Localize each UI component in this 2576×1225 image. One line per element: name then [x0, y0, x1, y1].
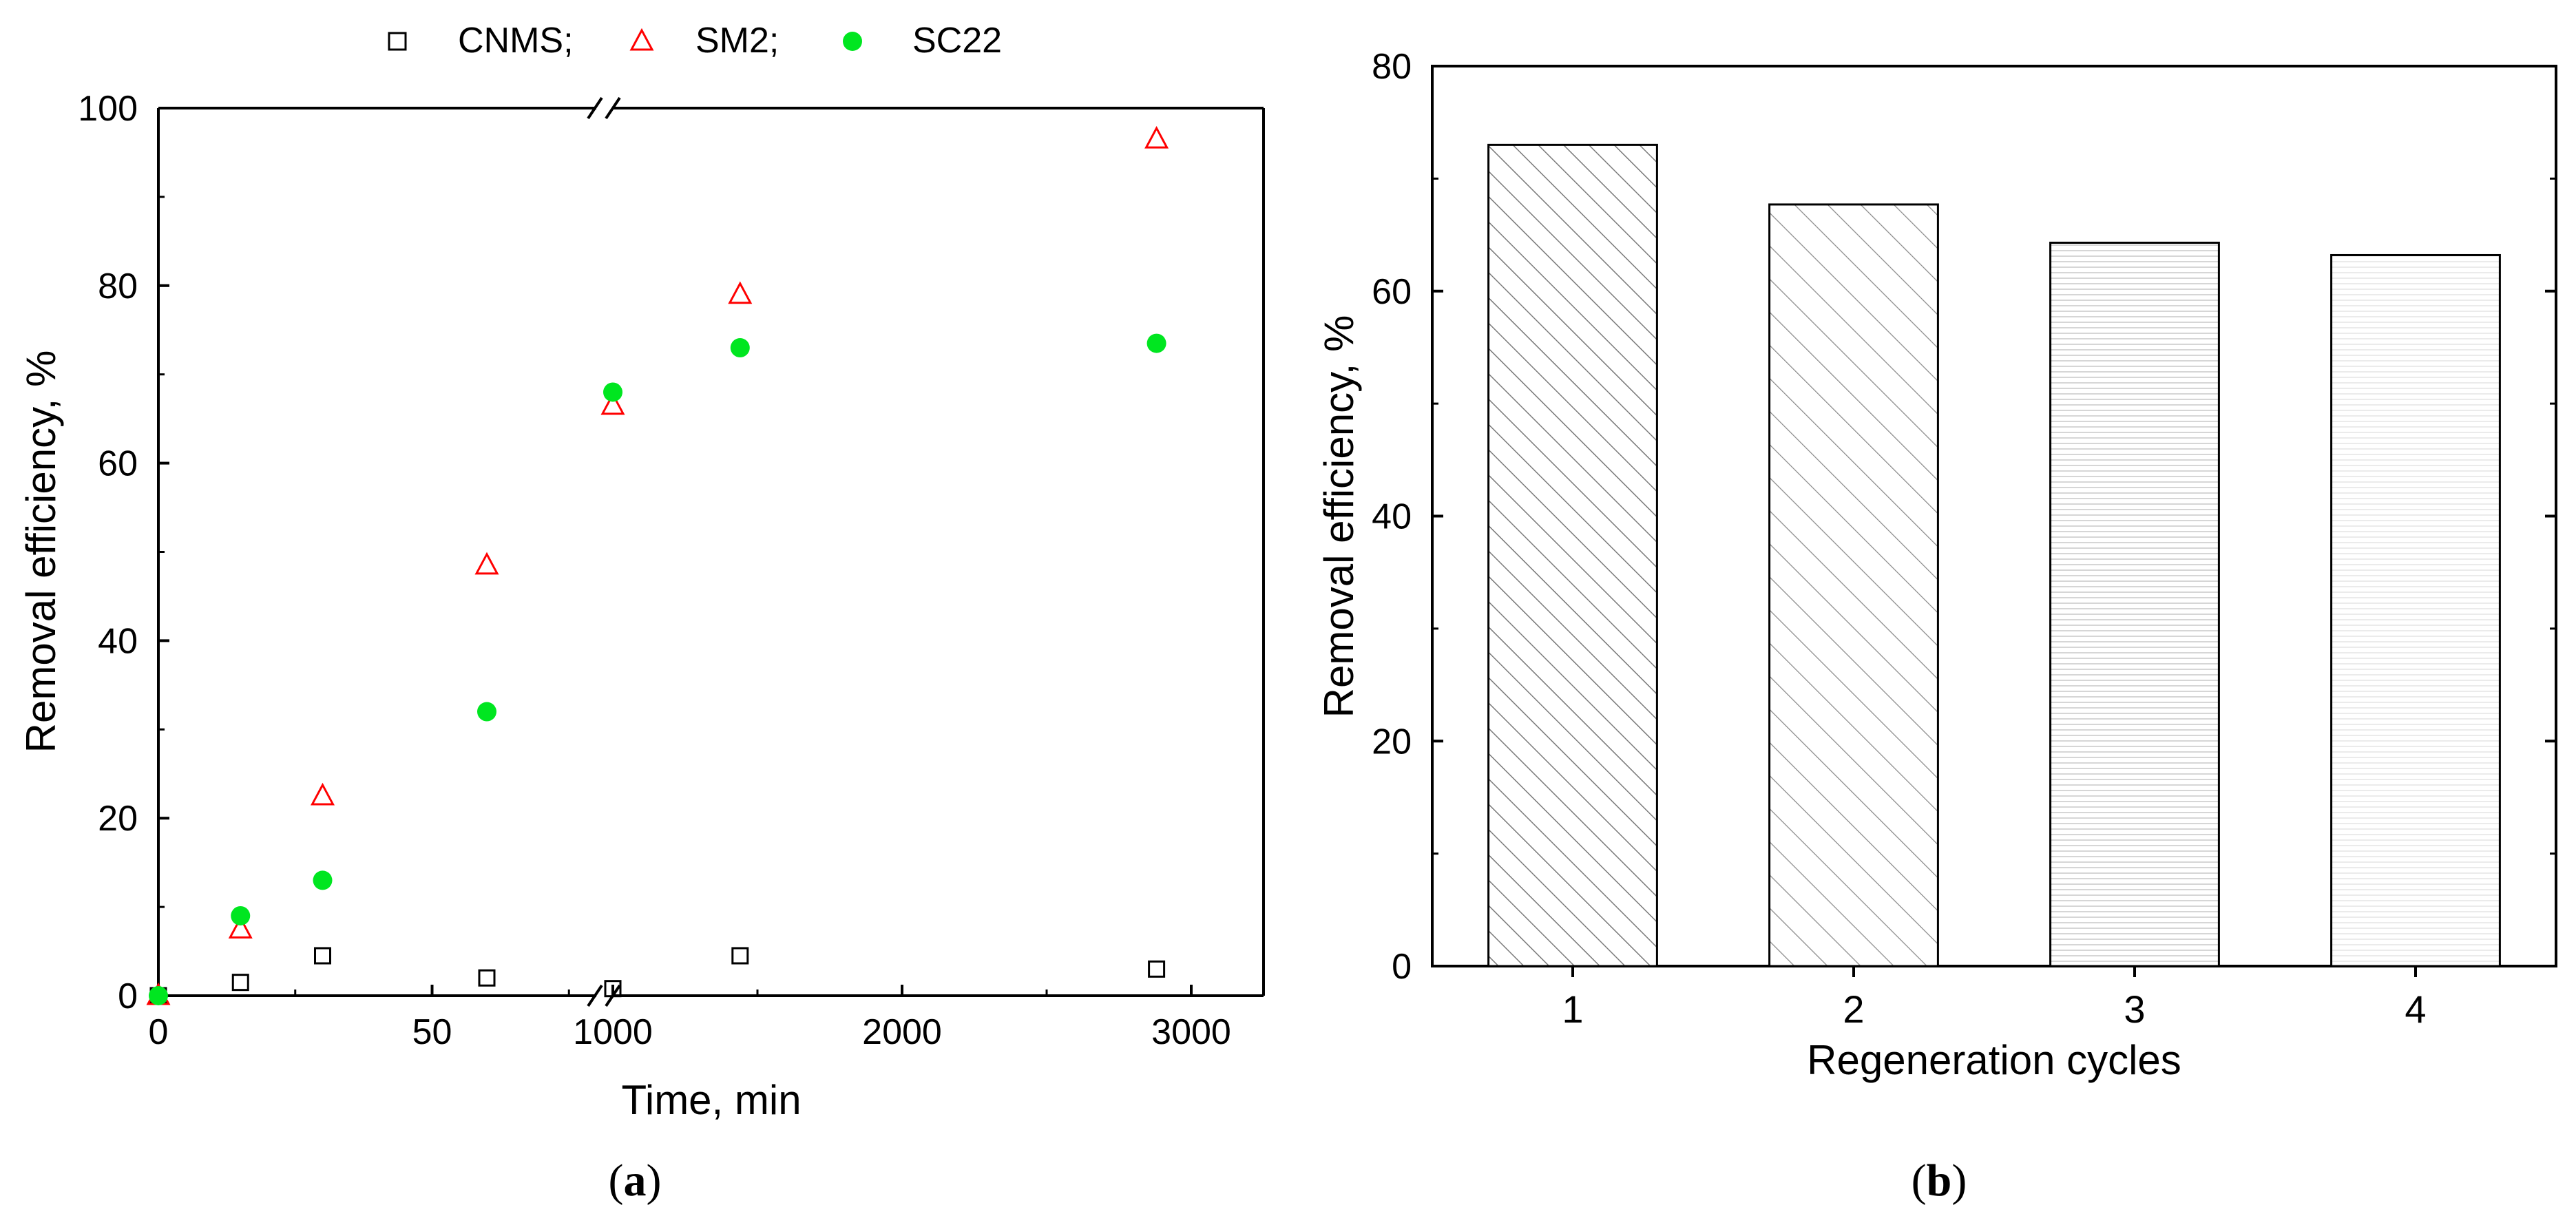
x-tick-label: 50	[412, 1012, 452, 1052]
x-tick-label: 3000	[1151, 1012, 1231, 1052]
y-tick-label: 40	[1372, 497, 1412, 537]
point-sm2	[310, 782, 335, 806]
y-tick-label: 80	[98, 266, 138, 306]
point-cnms	[314, 947, 331, 965]
legend-label-sc22: SC22	[912, 21, 1002, 61]
caption-b: (b)	[1912, 1155, 1967, 1206]
bar-cycle-1	[1487, 143, 1658, 967]
y-tick-label: 0	[118, 976, 138, 1016]
y-tick-label: 0	[1392, 947, 1412, 987]
legend-label-sm2: SM2;	[695, 21, 779, 61]
legend-marker-sm2	[629, 28, 654, 51]
y-axis-label: Removal efficiency, %	[1316, 315, 1362, 718]
bar-cycle-4	[2330, 253, 2501, 967]
point-sc22	[477, 702, 496, 722]
legend-marker-sc22	[843, 32, 862, 51]
point-sc22	[1146, 333, 1166, 353]
y-tick-label: 100	[78, 89, 138, 129]
y-tick-label: 20	[1372, 722, 1412, 762]
point-sc22	[231, 905, 251, 925]
legend-marker-cnms	[388, 32, 407, 51]
point-sm2	[600, 392, 625, 415]
y-tick-label: 60	[98, 444, 138, 484]
point-sm2	[228, 916, 253, 939]
point-sm2	[474, 552, 499, 575]
caption-a: (a)	[609, 1155, 662, 1206]
point-cnms	[478, 969, 496, 987]
point-cnms	[231, 974, 249, 992]
point-sm2	[1144, 125, 1169, 149]
point-cnms	[604, 980, 622, 998]
x-tick-label: 1	[1562, 987, 1583, 1031]
plot-frame	[157, 107, 1265, 997]
y-tick-label: 60	[1372, 272, 1412, 312]
x-axis-label: Regeneration cycles	[1807, 1037, 2181, 1083]
x-tick-label: 2	[1843, 987, 1864, 1031]
y-tick-label: 20	[98, 799, 138, 839]
point-sc22	[149, 986, 168, 1005]
point-cnms	[1148, 960, 1166, 978]
bar-cycle-3	[2049, 241, 2220, 967]
point-sm2	[728, 281, 753, 304]
x-tick-label: 1000	[573, 1012, 653, 1052]
x-axis-label: Time, min	[621, 1077, 801, 1123]
y-tick-label: 80	[1372, 47, 1412, 87]
caption-label-a: a	[624, 1155, 647, 1206]
legend-label-cnms: CNMS;	[458, 21, 574, 61]
point-sc22	[603, 382, 622, 402]
bar-cycle-2	[1768, 203, 1939, 967]
y-tick-label: 40	[98, 621, 138, 661]
x-tick-label: 3	[2124, 987, 2145, 1031]
svg-text:(a): (a)	[609, 1155, 662, 1206]
point-sc22	[730, 338, 750, 358]
x-tick-label: 2000	[862, 1012, 942, 1052]
legend: CNMS; SM2; SC22	[388, 21, 1002, 61]
x-tick-label: 4	[2405, 987, 2426, 1031]
y-axis-label: Removal efficiency, %	[18, 350, 64, 753]
caption-label-b: b	[1927, 1155, 1952, 1206]
x-tick-label: 0	[149, 1012, 169, 1052]
point-cnms	[731, 947, 749, 965]
panel-b-bar-chart: 0 20 40 60 80 1 2 3 4 Removal efficiency, % Rege…	[1316, 47, 2557, 1206]
svg-text:(b): (b)	[1912, 1155, 1967, 1206]
point-sc22	[313, 870, 333, 890]
axis-break-marks	[587, 96, 621, 1007]
